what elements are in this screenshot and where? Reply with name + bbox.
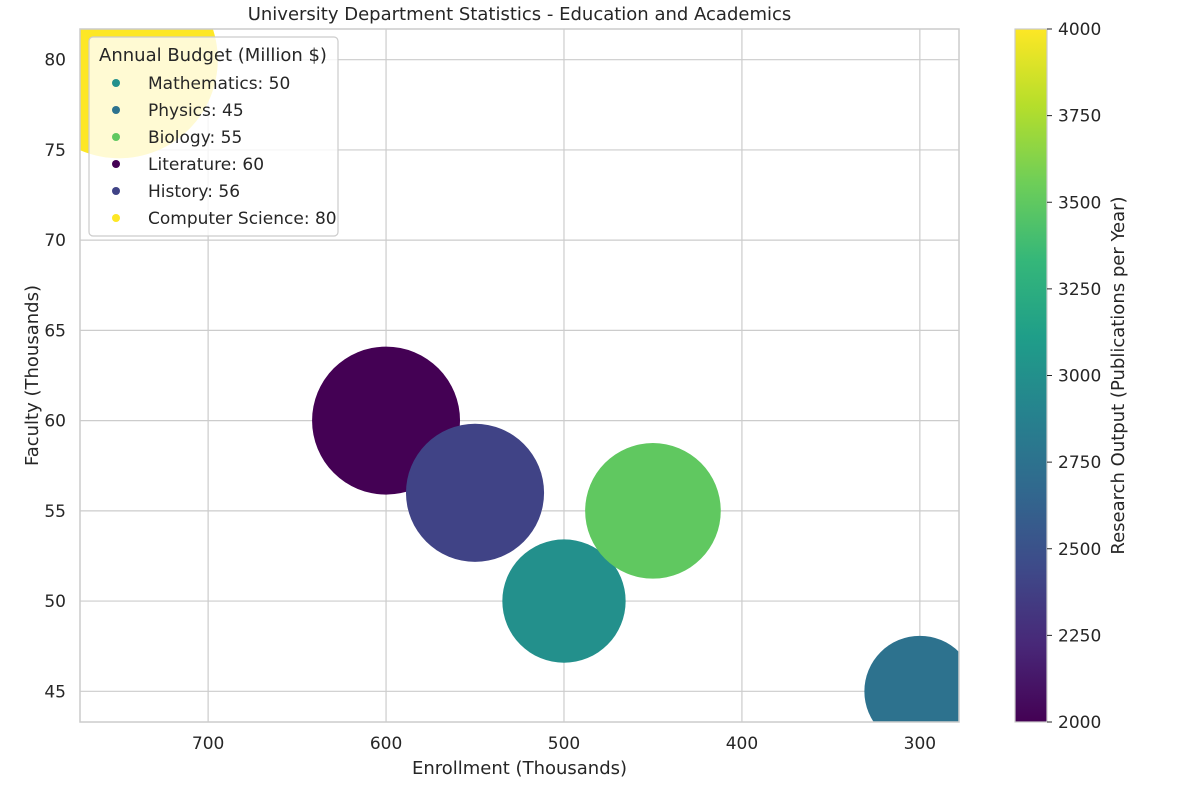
- colorbar: 2000 2250 2500 2750 3000 3250 3500 3750 4000 Res…: [1014, 20, 1129, 733]
- bubble-mathematics: [502, 539, 626, 663]
- legend-entry-label: Biology: 55: [148, 128, 242, 148]
- y-axis-label: Faculty (Thousands): [22, 285, 43, 466]
- tick-layer: 700 600 500 400 300 45 50 55 60 65 70 75 80: [44, 51, 936, 754]
- x-tick-label: 700: [192, 734, 224, 754]
- colorbar-tick-label: 4000: [1058, 20, 1101, 40]
- colorbar-tick-label: 2500: [1058, 540, 1101, 560]
- y-tick-label: 50: [44, 592, 66, 612]
- legend-entry-label: Physics: 45: [148, 101, 244, 121]
- bubble-history: [405, 423, 545, 562]
- plot-frame: [79, 28, 960, 723]
- x-tick-label: 500: [548, 734, 580, 754]
- colorbar-tick-label: 3750: [1058, 107, 1101, 127]
- colorbar-tick-label: 2750: [1058, 453, 1101, 473]
- legend-marker: [112, 160, 120, 168]
- legend-marker: [112, 133, 120, 141]
- y-tick-label: 65: [44, 321, 66, 341]
- x-tick-label: 300: [904, 734, 936, 754]
- y-tick-label: 75: [44, 141, 66, 161]
- y-tick-label: 80: [44, 51, 66, 71]
- legend-entry-label: History: 56: [148, 182, 240, 202]
- legend-entry-label: Computer Science: 80: [148, 209, 337, 229]
- colorbar-gradient: [1014, 28, 1048, 723]
- y-tick-label: 45: [44, 682, 66, 702]
- y-tick-label: 70: [44, 231, 66, 251]
- legend-marker: [112, 187, 120, 195]
- y-tick-label: 60: [44, 412, 66, 432]
- legend: Annual Budget (Million $) Mathematics: 5…: [88, 36, 339, 237]
- legend-marker: [112, 106, 120, 114]
- legend-entry-label: Mathematics: 50: [148, 74, 290, 94]
- x-axis-label: Enrollment (Thousands): [412, 758, 627, 779]
- legend-marker: [112, 79, 120, 87]
- colorbar-tick-label: 2000: [1058, 713, 1101, 733]
- colorbar-tick-label: 3250: [1058, 280, 1101, 300]
- x-tick-label: 600: [370, 734, 402, 754]
- chart-title: University Department Statistics - Educa…: [248, 4, 792, 25]
- legend-marker: [112, 214, 120, 222]
- legend-box: [88, 36, 339, 237]
- bubble-physics: [864, 635, 959, 722]
- colorbar-tick-label: 3500: [1058, 193, 1101, 213]
- bubble-biology: [585, 443, 721, 579]
- legend-items: Mathematics: 50 Physics: 45 Biology: 55 Lit…: [112, 74, 337, 229]
- y-tick-label: 55: [44, 502, 66, 522]
- legend-title: Annual Budget (Million $): [99, 45, 327, 66]
- colorbar-tick-label: 3000: [1058, 367, 1101, 387]
- legend-entry-label: Literature: 60: [148, 155, 264, 175]
- colorbar-tick-label: 2250: [1058, 626, 1101, 646]
- colorbar-label: Research Output (Publications per Year): [1108, 196, 1129, 554]
- colorbar-ticks: 2000 2250 2500 2750 3000 3250 3500 3750 4000: [1047, 20, 1101, 733]
- x-tick-label: 400: [726, 734, 758, 754]
